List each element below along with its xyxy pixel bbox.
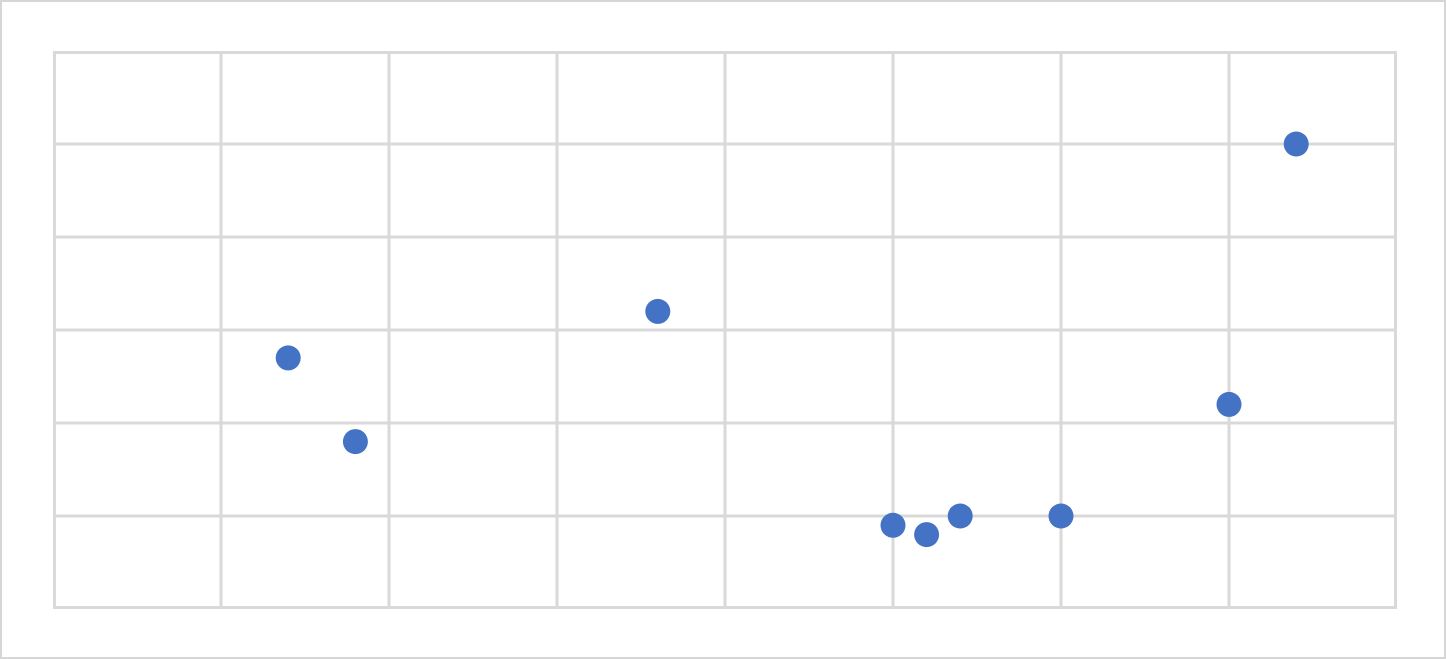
scatter-chart[interactable]: [53, 51, 1397, 609]
scatter-point[interactable]: [914, 522, 940, 548]
scatter-point[interactable]: [275, 345, 301, 371]
scatter-point[interactable]: [1216, 391, 1242, 417]
scatter-point[interactable]: [947, 503, 973, 529]
scatter-point[interactable]: [1283, 131, 1309, 157]
scatter-point[interactable]: [645, 298, 671, 324]
plot-area[interactable]: [53, 51, 1397, 609]
scatter-point[interactable]: [1048, 503, 1074, 529]
scatter-point[interactable]: [342, 429, 368, 455]
scatter-point[interactable]: [880, 512, 906, 538]
